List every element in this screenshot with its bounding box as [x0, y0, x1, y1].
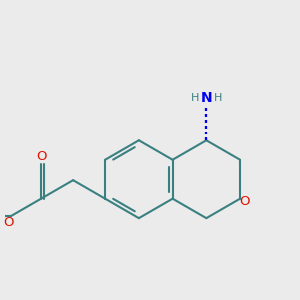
Text: N: N [200, 91, 212, 105]
Text: O: O [4, 215, 14, 229]
Text: O: O [36, 150, 46, 163]
Text: H: H [190, 93, 199, 103]
Text: H: H [214, 93, 222, 103]
Text: O: O [239, 195, 250, 208]
